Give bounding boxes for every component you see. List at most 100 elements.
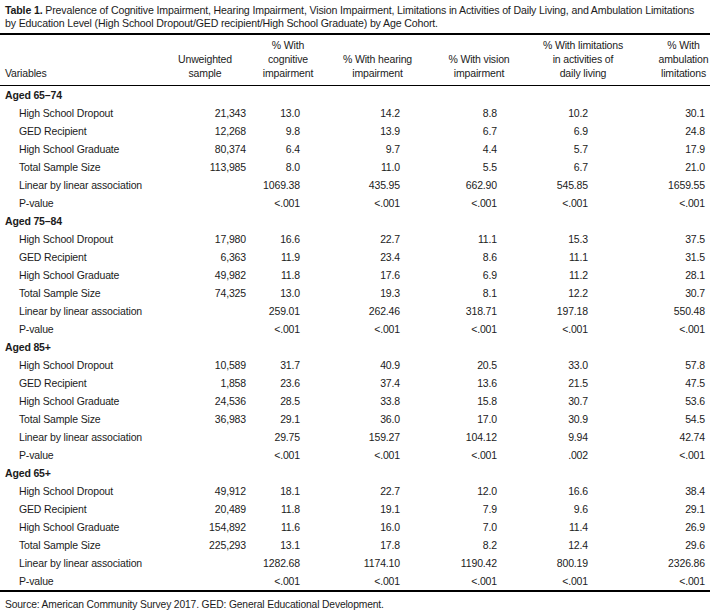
cell-value: 550.48: [597, 302, 710, 320]
cell-value: 1282.68: [250, 554, 312, 572]
cell-value: 14.2: [312, 104, 407, 122]
table-label: Table 1.: [5, 4, 42, 16]
cell-value: <.001: [250, 446, 312, 464]
cell-value: 6.7: [503, 158, 597, 176]
table-row: Linear by linear association1282.681174.…: [0, 554, 710, 572]
cell-value: <.001: [312, 194, 407, 212]
row-label: High School Graduate: [0, 518, 160, 536]
cell-value: 19.3: [312, 284, 407, 302]
cell-value: 1190.42: [407, 554, 503, 572]
row-label: Linear by linear association: [0, 176, 160, 194]
cell-value: 11.9: [250, 248, 312, 266]
cell-value: 662.90: [407, 176, 503, 194]
cell-value: 12.2: [503, 284, 597, 302]
table-caption-text: Prevalence of Cognitive Impairment, Hear…: [5, 4, 694, 29]
cell-value: 800.19: [503, 554, 597, 572]
header-row: Variables Unweightedsample % Withcogniti…: [0, 34, 710, 86]
cell-value: 53.6: [597, 392, 710, 410]
table-row: GED Recipient6,36311.923.48.611.131.5: [0, 248, 710, 266]
row-label: High School Graduate: [0, 392, 160, 410]
column-header-adl-limitations: % With limitationsin activities ofdaily …: [503, 34, 597, 86]
cell-value: 22.7: [312, 482, 407, 500]
cell-value: 37.4: [312, 374, 407, 392]
cell-value: 13.1: [250, 536, 312, 554]
cell-value: 28.5: [250, 392, 312, 410]
table-row: GED Recipient12,2689.813.96.76.924.8: [0, 122, 710, 140]
cell-value: 31.5: [597, 248, 710, 266]
column-header-cognitive-impairment: % Withcognitiveimpairment: [250, 34, 312, 86]
column-header-unweighted-sample: Unweightedsample: [160, 34, 250, 86]
cell-value: 7.0: [407, 518, 503, 536]
cell-value: <.001: [597, 194, 710, 212]
cell-value: [160, 572, 250, 591]
cell-value: 38.4: [597, 482, 710, 500]
section-header: Aged 65+: [0, 464, 710, 482]
section-header: Aged 75–84: [0, 212, 710, 230]
cell-value: 6.9: [503, 122, 597, 140]
cell-value: 24,536: [160, 392, 250, 410]
cell-value: 40.9: [312, 356, 407, 374]
cell-value: 30.7: [503, 392, 597, 410]
cell-value: 21.5: [503, 374, 597, 392]
cell-value: 197.18: [503, 302, 597, 320]
cell-value: 6.7: [407, 122, 503, 140]
table-row: High School Dropout21,34313.014.28.810.2…: [0, 104, 710, 122]
row-label: P-value: [0, 320, 160, 338]
cell-value: 16.6: [503, 482, 597, 500]
table-row: P-value<.001<.001<.001.002<.001: [0, 446, 710, 464]
row-label: High School Graduate: [0, 266, 160, 284]
cell-value: 49,912: [160, 482, 250, 500]
cell-value: 4.4: [407, 140, 503, 158]
section-row: Aged 65+: [0, 464, 710, 482]
cell-value: [160, 302, 250, 320]
cell-value: 49,982: [160, 266, 250, 284]
cell-value: 24.8: [597, 122, 710, 140]
cell-value: 26.9: [597, 518, 710, 536]
cell-value: 23.4: [312, 248, 407, 266]
cell-value: 13.0: [250, 284, 312, 302]
cell-value: 17.6: [312, 266, 407, 284]
cell-value: 16.0: [312, 518, 407, 536]
cell-value: 11.4: [503, 518, 597, 536]
cell-value: 11.8: [250, 266, 312, 284]
cell-value: 6.4: [250, 140, 312, 158]
cell-value: 8.8: [407, 104, 503, 122]
column-header-vision-impairment: % With visionimpairment: [407, 34, 503, 86]
cell-value: <.001: [503, 194, 597, 212]
cell-value: 31.7: [250, 356, 312, 374]
cell-value: <.001: [597, 572, 710, 591]
section-row: Aged 65–74: [0, 86, 710, 105]
cell-value: <.001: [250, 572, 312, 591]
row-label: Total Sample Size: [0, 158, 160, 176]
cell-value: 12.4: [503, 536, 597, 554]
cell-value: [160, 320, 250, 338]
cell-value: <.001: [597, 446, 710, 464]
row-label: Linear by linear association: [0, 554, 160, 572]
cell-value: 74,325: [160, 284, 250, 302]
cell-value: [160, 194, 250, 212]
cell-value: 113,985: [160, 158, 250, 176]
table-row: P-value<.001<.001<.001<.001<.001: [0, 572, 710, 591]
cell-value: 21.0: [597, 158, 710, 176]
cell-value: 154,892: [160, 518, 250, 536]
cell-value: 8.6: [407, 248, 503, 266]
table-row: Linear by linear association259.01262.46…: [0, 302, 710, 320]
row-label: GED Recipient: [0, 248, 160, 266]
cell-value: 29.6: [597, 536, 710, 554]
row-label: Total Sample Size: [0, 536, 160, 554]
cell-value: 30.9: [503, 410, 597, 428]
table-row: Total Sample Size36,98329.136.017.030.95…: [0, 410, 710, 428]
cell-value: 318.71: [407, 302, 503, 320]
table-row: Linear by linear association1069.38435.9…: [0, 176, 710, 194]
cell-value: 11.1: [407, 230, 503, 248]
table-row: High School Graduate154,89211.616.07.011…: [0, 518, 710, 536]
cell-value: <.001: [312, 446, 407, 464]
table-row: P-value<.001<.001<.001<.001<.001: [0, 320, 710, 338]
cell-value: 6,363: [160, 248, 250, 266]
cell-value: 29.1: [250, 410, 312, 428]
cell-value: 5.5: [407, 158, 503, 176]
cell-value: 2326.86: [597, 554, 710, 572]
table-row: Total Sample Size74,32513.019.38.112.230…: [0, 284, 710, 302]
cell-value: [160, 176, 250, 194]
cell-value: 17.8: [312, 536, 407, 554]
